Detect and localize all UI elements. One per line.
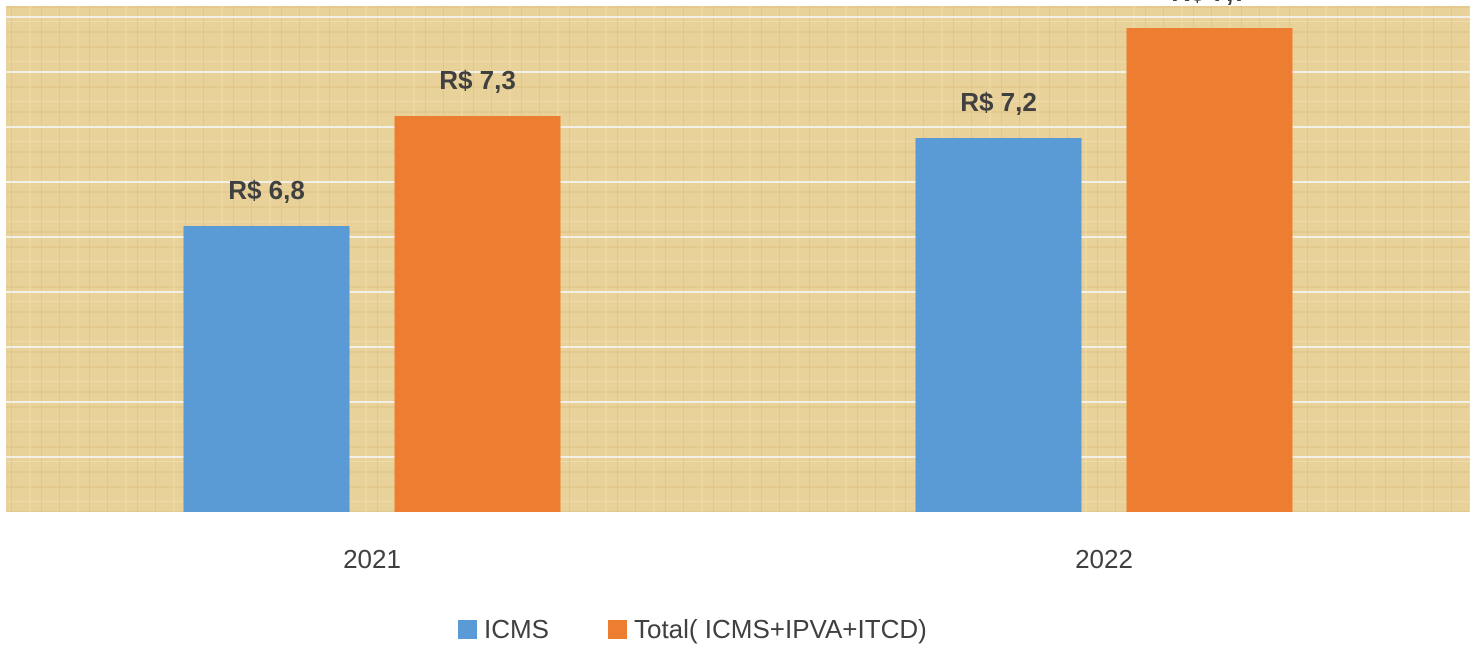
bar-total-2021 <box>394 116 561 512</box>
x-tick-label: 2021 <box>343 544 401 574</box>
data-label: R$ 7,7 <box>1171 0 1248 7</box>
legend-swatch-total <box>608 620 627 639</box>
data-label: R$ 7,3 <box>439 65 516 95</box>
data-labels: R$ 6,8 R$ 7,3 R$ 7,2 R$ 7,7 <box>228 0 1248 205</box>
x-tick-label: 2022 <box>1075 544 1133 574</box>
bar-total-2022 <box>1126 28 1293 512</box>
legend-label-icms: ICMS <box>484 614 549 644</box>
data-label: R$ 6,8 <box>228 175 305 205</box>
data-label: R$ 7,2 <box>960 87 1037 117</box>
legend: ICMS Total( ICMS+IPVA+ITCD) <box>458 614 927 644</box>
bar-icms-2022 <box>915 138 1082 512</box>
legend-label-total: Total( ICMS+IPVA+ITCD) <box>634 614 927 644</box>
bars <box>183 28 1293 512</box>
x-axis-ticks: 2021 2022 <box>343 544 1133 574</box>
legend-swatch-icms <box>458 620 477 639</box>
bar-icms-2021 <box>183 226 350 512</box>
